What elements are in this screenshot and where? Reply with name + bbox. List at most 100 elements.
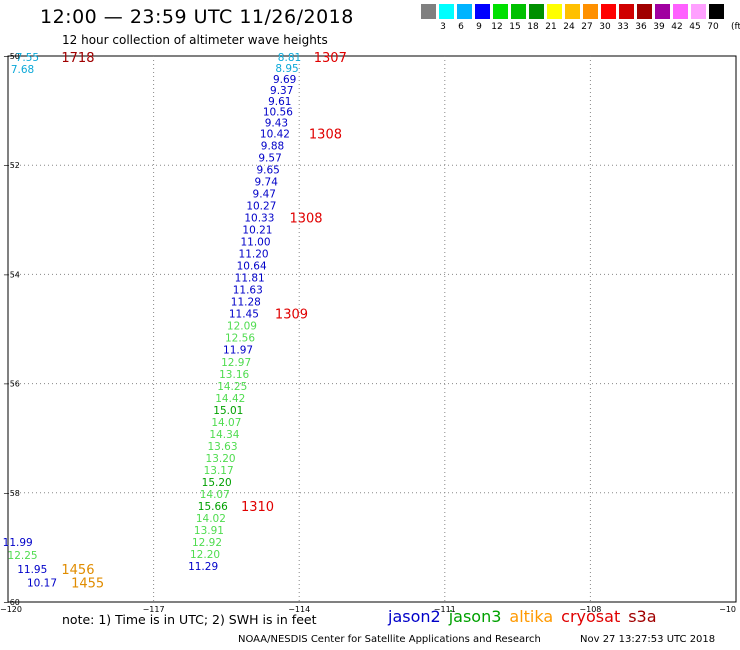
legend-label: 27 [581, 22, 593, 32]
wave-height-label: 8.95 [275, 63, 298, 75]
pass-time-label: 1310 [241, 500, 274, 515]
pass-time-label: 1718 [61, 51, 94, 66]
generated-timestamp: Nov 27 13:27:53 UTC 2018 [580, 634, 716, 645]
satellite-name-jason2: jason2 [388, 607, 441, 626]
wave-height-label: 7.55 [16, 52, 39, 64]
wave-height-label: 10.42 [260, 129, 290, 141]
wave-height-label: 10.17 [27, 577, 57, 589]
wave-height-label: 11.97 [223, 345, 253, 357]
x-tick-label: −120 [0, 605, 22, 614]
pass-time-label: 1308 [309, 128, 342, 143]
x-tick-label: −10 [719, 605, 736, 614]
pass-time-label: 1455 [71, 576, 104, 591]
wave-height-label: 11.95 [17, 564, 47, 576]
wave-height-label: 10.33 [244, 213, 274, 225]
wave-height-label: 8.81 [278, 52, 301, 64]
wave-height-label: 9.69 [273, 74, 296, 86]
x-tick-label: −114 [288, 605, 310, 614]
satellite-name-jason3: jason3 [448, 607, 502, 626]
legend-swatch [529, 4, 544, 19]
legend-label: 45 [689, 22, 701, 32]
page-subtitle: 12 hour collection of altimeter wave hei… [62, 33, 328, 47]
wave-height-label: 14.25 [217, 381, 247, 393]
pass-time-label: 1307 [314, 51, 347, 66]
wave-height-label: 7.68 [11, 64, 34, 76]
legend-label: 9 [476, 22, 482, 32]
legend-swatch [493, 4, 508, 19]
wave-height-label: 9.65 [256, 165, 279, 177]
pass-time-label: 1456 [61, 563, 94, 578]
y-tick-label: −58 [3, 489, 20, 498]
wave-height-label: 11.99 [3, 537, 33, 549]
legend-label: 3 [440, 22, 446, 32]
credit-text: NOAA/NESDIS Center for Satellite Applica… [238, 634, 541, 645]
legend-label: 70 [707, 22, 719, 32]
wave-height-label: 15.66 [198, 501, 228, 513]
legend-label: 30 [599, 22, 611, 32]
wave-height-label: 14.02 [196, 513, 226, 525]
legend-swatch [673, 4, 688, 19]
wave-height-label: 12.97 [221, 357, 251, 369]
legend-swatch [511, 4, 526, 19]
legend-label: 12 [491, 22, 503, 32]
wave-height-label: 10.21 [242, 225, 272, 237]
wave-height-label: 13.63 [207, 441, 237, 453]
wave-height-label: 12.25 [8, 550, 38, 562]
legend-label: 6 [458, 22, 464, 32]
wave-height-label: 11.45 [229, 309, 259, 321]
legend-swatch [709, 4, 724, 19]
wave-height-label: 14.07 [200, 489, 230, 501]
page-title: 12:00 — 23:59 UTC 11/26/2018 [40, 6, 354, 28]
wave-height-label: 11.81 [235, 273, 265, 285]
wave-height-label: 12.92 [192, 537, 222, 549]
wave-height-label: 11.20 [239, 249, 269, 261]
wave-height-label: 11.29 [188, 561, 218, 573]
x-tick-label: −111 [434, 605, 456, 614]
legend-label: 21 [545, 22, 557, 32]
wave-height-label: 9.57 [258, 153, 281, 165]
wave-height-label: 11.00 [240, 237, 270, 249]
legend-swatch [421, 4, 436, 19]
satellite-name-cryosat: cryosat [561, 607, 621, 626]
legend-label: 39 [653, 22, 665, 32]
map-frame [7, 55, 737, 603]
legend-swatch [547, 4, 562, 19]
pass-time-label: 1308 [289, 212, 322, 227]
legend-swatch [619, 4, 634, 19]
x-tick-label: −117 [143, 605, 165, 614]
wave-height-label: 14.07 [211, 417, 241, 429]
pass-time-label: 1309 [275, 308, 308, 323]
satellite-name-altika: altika [509, 607, 554, 626]
footer-note: note: 1) Time is in UTC; 2) SWH is in fe… [62, 612, 317, 627]
legend-swatch [601, 4, 616, 19]
legend-swatch [691, 4, 706, 19]
wave-height-label: 9.47 [253, 189, 276, 201]
legend-label: 33 [617, 22, 629, 32]
legend-swatch [637, 4, 652, 19]
satellite-name-s3a: s3a [628, 607, 657, 626]
legend-unit: (ft) [731, 22, 740, 32]
y-tick-label: −56 [3, 380, 20, 389]
legend-swatch [475, 4, 490, 19]
wave-height-label: 11.28 [231, 297, 261, 309]
wave-height-label: 12.09 [227, 321, 257, 333]
legend-swatch [439, 4, 454, 19]
wave-height-label: 9.74 [255, 177, 279, 189]
legend-label: 15 [509, 22, 521, 32]
wave-height-label: 13.17 [204, 465, 234, 477]
wave-height-label: 9.88 [261, 141, 284, 153]
legend-label: 36 [635, 22, 647, 32]
wave-height-label: 9.61 [268, 96, 291, 108]
wave-height-label: 12.20 [190, 549, 220, 561]
wave-height-label: 13.16 [219, 369, 249, 381]
y-tick-label: −52 [3, 161, 20, 170]
y-tick-label: −50 [3, 52, 20, 61]
legend-swatch [457, 4, 472, 19]
x-tick-label: −108 [579, 605, 601, 614]
wave-height-label: 15.01 [213, 405, 243, 417]
legend-label: 24 [563, 22, 575, 32]
satellite-legend: jason2 jason3 altika cryosat s3a [388, 607, 665, 626]
wave-height-label: 10.27 [246, 201, 276, 213]
legend-swatch [655, 4, 670, 19]
